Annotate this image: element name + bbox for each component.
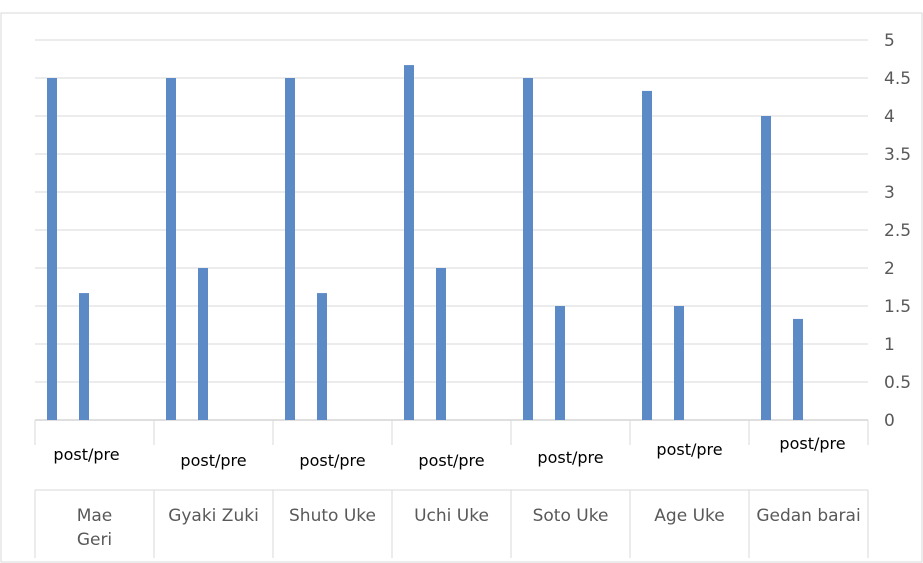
- bar-pre-gyaki-zuki: [198, 268, 208, 420]
- gridlines: [35, 39, 868, 383]
- sub-category-label: post/pre: [656, 440, 722, 459]
- y-tick-label: 2.5: [884, 221, 911, 241]
- y-tick-label: 1.5: [884, 297, 911, 317]
- y-tick-label: 4: [884, 107, 895, 127]
- sub-category-label: post/pre: [53, 445, 119, 464]
- group-label: Mae Geri: [77, 506, 113, 550]
- y-tick-label: 2: [884, 259, 895, 279]
- y-tick-label: 3: [884, 183, 895, 203]
- group-label: Soto Uke: [533, 506, 609, 526]
- bar-pre-mae-geri: [79, 293, 89, 420]
- bar-pre-uchi-uke: [436, 268, 446, 420]
- bar-post-mae-geri: [47, 78, 57, 420]
- bar-pre-soto-uke: [555, 306, 565, 420]
- bar-post-gedan-barai: [761, 116, 771, 420]
- group-label: Uchi Uke: [414, 506, 489, 526]
- chart-border: [0, 12, 923, 563]
- bar-pre-gedan-barai: [793, 318, 803, 420]
- sub-category-label: post/pre: [299, 451, 365, 470]
- y-tick-label: 1: [884, 335, 895, 355]
- y-tick-label: 0.5: [884, 373, 911, 393]
- bars: [47, 65, 803, 421]
- axis-labels: 0 0.5 1 1.5 2 2.5 3 3.5 4 4.5 5 post/pre post/pre pos…: [53, 31, 911, 550]
- sub-category-label: post/pre: [180, 451, 246, 470]
- bar-post-uchi-uke: [404, 65, 414, 420]
- group-label: Age Uke: [654, 506, 724, 526]
- group-label: Gedan barai: [756, 506, 860, 526]
- bar-post-age-uke: [642, 90, 652, 421]
- sub-category-label: post/pre: [779, 434, 845, 453]
- group-label: Gyaki Zuki: [168, 506, 259, 526]
- bar-post-gyaki-zuki: [166, 78, 176, 420]
- sub-category-label: post/pre: [418, 451, 484, 470]
- bar-post-shuto-uke: [285, 78, 295, 420]
- axes: [34, 419, 869, 558]
- bar-pre-age-uke: [674, 306, 684, 420]
- bar-pre-shuto-uke: [317, 293, 327, 420]
- sub-category-label: post/pre: [537, 448, 603, 467]
- y-tick-label: 5: [884, 31, 895, 51]
- bar-post-soto-uke: [523, 78, 533, 420]
- y-tick-label: 0: [884, 411, 895, 431]
- y-tick-label: 4.5: [884, 69, 911, 89]
- y-tick-label: 3.5: [884, 145, 911, 165]
- group-label: Shuto Uke: [289, 506, 376, 526]
